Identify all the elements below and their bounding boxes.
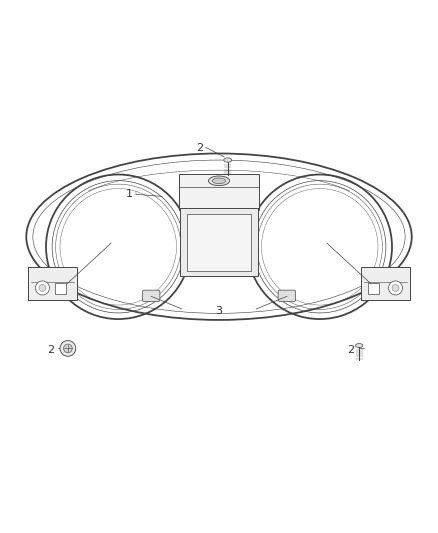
Text: 2: 2: [47, 345, 54, 355]
Ellipse shape: [356, 344, 363, 348]
Ellipse shape: [224, 158, 232, 162]
FancyBboxPatch shape: [180, 208, 258, 276]
Text: 3: 3: [215, 306, 223, 316]
Circle shape: [60, 341, 76, 356]
Circle shape: [39, 285, 46, 292]
FancyBboxPatch shape: [55, 282, 66, 294]
FancyBboxPatch shape: [278, 290, 296, 302]
FancyBboxPatch shape: [28, 268, 77, 300]
FancyBboxPatch shape: [142, 290, 160, 302]
FancyBboxPatch shape: [179, 174, 259, 209]
FancyBboxPatch shape: [368, 282, 379, 294]
Circle shape: [35, 281, 49, 295]
Circle shape: [392, 285, 399, 292]
Circle shape: [389, 281, 403, 295]
Circle shape: [64, 344, 72, 353]
Text: 2: 2: [196, 143, 203, 154]
Ellipse shape: [212, 178, 226, 184]
FancyBboxPatch shape: [187, 214, 251, 271]
FancyBboxPatch shape: [361, 268, 410, 300]
Text: 1: 1: [126, 189, 133, 199]
Text: 2: 2: [347, 345, 354, 355]
Ellipse shape: [208, 176, 230, 185]
